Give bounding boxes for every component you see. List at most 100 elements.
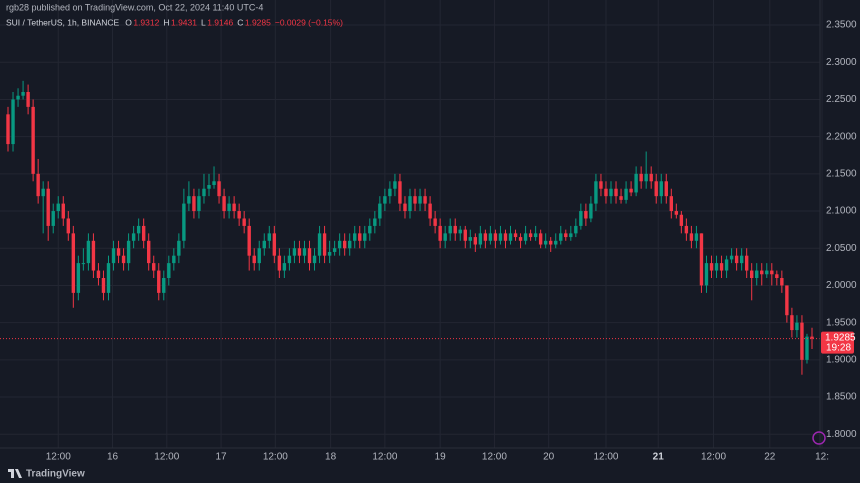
candle-body — [619, 196, 623, 200]
last-price-label: 1.9285 — [825, 332, 856, 343]
candle-body — [785, 285, 789, 316]
candle-body — [684, 225, 689, 234]
candle-body — [141, 225, 146, 241]
candle-body — [493, 233, 498, 241]
candle-body — [755, 270, 759, 278]
y-tick-label: 2.0500 — [826, 243, 857, 254]
candle-body — [212, 181, 216, 186]
candle-body — [116, 248, 121, 256]
y-tick-label: 2.2000 — [826, 131, 857, 142]
candle-body — [669, 196, 673, 212]
x-tick-label: 12:00 — [701, 452, 726, 463]
candle-body — [262, 240, 266, 249]
candle-body — [795, 322, 799, 331]
candle-body — [91, 240, 96, 271]
candle-body — [192, 196, 196, 212]
x-tick-label: 12:00 — [263, 452, 288, 463]
candle-body — [398, 181, 402, 204]
footer-brand: TradingView — [26, 469, 85, 480]
x-tick-label: 21 — [653, 452, 665, 463]
candle-body — [162, 277, 166, 293]
candle-body — [709, 263, 714, 271]
candle-body — [805, 336, 809, 360]
candle-body — [589, 203, 593, 219]
candle-body — [719, 263, 724, 271]
candle-body — [348, 240, 352, 249]
ohlc-key: H — [163, 17, 169, 27]
candle-body — [131, 233, 136, 241]
candle-body — [468, 237, 472, 241]
candle-body — [167, 263, 171, 278]
candle-body — [111, 248, 116, 264]
candle-body — [594, 181, 598, 204]
x-tick-label: 12:00 — [154, 452, 179, 463]
candle-body — [614, 188, 618, 197]
x-tick-label: 18 — [325, 452, 337, 463]
candle-body — [56, 203, 60, 212]
candle-body — [478, 233, 483, 245]
candles — [0, 80, 820, 375]
candle-body — [739, 255, 744, 264]
candle-body — [729, 255, 734, 260]
candle-body — [16, 95, 20, 100]
candle-body — [533, 233, 538, 238]
ohlc-value: 1.9312 — [133, 17, 159, 27]
published-line: rgb28 published on TradingView.com, Oct … — [6, 2, 263, 12]
candle-body — [41, 188, 45, 197]
candle-body — [21, 92, 25, 96]
candle-body — [51, 211, 55, 226]
candle-body — [337, 240, 342, 249]
candle-body — [413, 196, 417, 204]
candle-body — [252, 255, 256, 264]
candle-body — [438, 225, 442, 241]
candle-body — [694, 233, 699, 241]
candle-body — [177, 240, 181, 256]
candle-body — [765, 270, 769, 275]
candle-body — [388, 188, 392, 197]
candle-body — [498, 233, 503, 241]
change-value: −0.0029 (−0.15%) — [275, 17, 343, 27]
candle-body — [428, 203, 432, 219]
candle-body — [363, 233, 367, 241]
candle-body — [654, 181, 658, 197]
candle-body — [543, 240, 548, 245]
candle-body — [518, 237, 523, 241]
candle-body — [714, 263, 719, 271]
candle-body — [237, 211, 241, 219]
candle-body — [202, 188, 206, 197]
y-tick-label: 2.3000 — [826, 57, 857, 68]
y-tick-label: 2.3500 — [826, 20, 857, 31]
candle-body — [569, 233, 573, 238]
candle-body — [277, 255, 282, 271]
candle-body — [242, 218, 246, 226]
candle-body — [458, 229, 462, 234]
candle-body — [453, 225, 457, 234]
countdown-label: 19:28 — [826, 342, 851, 353]
candle-body — [136, 225, 141, 234]
ohlc-value: 1.9431 — [171, 17, 197, 27]
ohlc-key: O — [125, 17, 132, 27]
candle-body — [368, 225, 372, 234]
ohlc-key: L — [201, 17, 206, 27]
candle-body — [584, 211, 588, 219]
candle-body — [775, 274, 779, 278]
candle-body — [86, 240, 91, 264]
candle-body — [579, 211, 583, 226]
candle-body — [322, 233, 327, 256]
candle-body — [679, 214, 684, 226]
candle-body — [378, 203, 382, 219]
candle-body — [463, 229, 467, 241]
candle-body — [267, 233, 271, 241]
candle-body — [217, 181, 221, 197]
candle-body — [46, 188, 50, 226]
candle-body — [549, 240, 553, 245]
event-icon — [812, 431, 826, 445]
candle-body — [292, 248, 297, 256]
candle-body — [523, 233, 528, 241]
candle-body — [76, 263, 81, 293]
candle-body — [197, 196, 201, 212]
candle-body — [538, 233, 543, 245]
candle-body — [96, 270, 101, 278]
candle-body — [297, 248, 302, 256]
